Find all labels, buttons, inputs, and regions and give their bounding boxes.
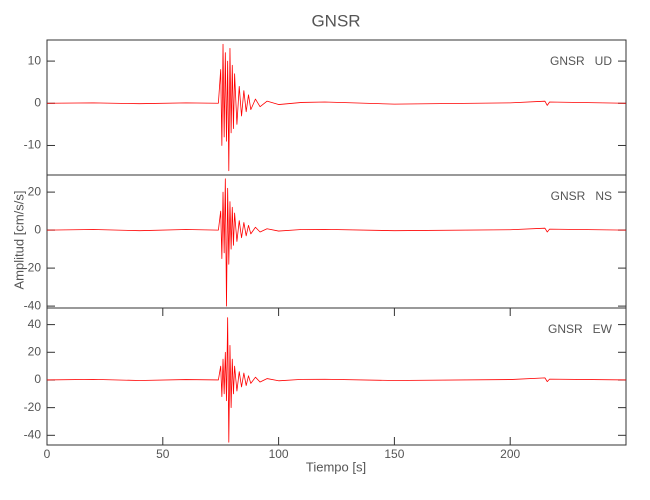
x-tick-label: 100 [269,447,289,461]
y-tick-label: 10 [28,53,42,67]
plot-frame [46,174,627,309]
waveform [46,43,627,172]
y-tick-label: 0 [34,222,41,236]
plot-frame [46,39,627,176]
channel-label: GNSR EW [548,322,613,336]
y-tick-label: 40 [28,317,42,331]
x-tick-label: 0 [44,447,51,461]
channel-label: GNSR NS [551,189,612,203]
y-tick-label: -40 [24,298,42,312]
x-axis-label: Tiempo [s] [306,459,366,474]
y-tick-label: -40 [24,427,42,441]
chart-title: GNSR [311,11,360,30]
channel-label: GNSR UD [550,54,612,68]
x-tick-label: 200 [500,447,520,461]
y-tick-label: -20 [24,400,42,414]
plot-frame [46,307,627,446]
waveform [46,317,627,443]
y-tick-label: 0 [34,372,41,386]
waveform [46,178,627,307]
x-tick-label: 50 [156,447,170,461]
y-axis-label: Amplitud [cm/s/s] [11,191,26,290]
y-tick-label: -20 [24,260,42,274]
y-tick-label: -10 [24,138,42,152]
y-tick-label: 0 [34,95,41,109]
y-tick-label: 20 [28,344,42,358]
y-tick-label: 20 [28,184,42,198]
x-tick-label: 150 [384,447,404,461]
